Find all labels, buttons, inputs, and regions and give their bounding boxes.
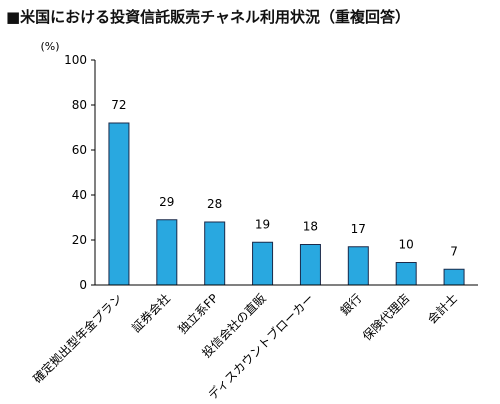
category-label: 独立系FP [175, 291, 221, 337]
data-label: 10 [399, 238, 414, 252]
bar [347, 246, 369, 286]
y-axis-ticks: 0 20 40 60 80 100 [64, 53, 95, 292]
bars [108, 122, 465, 286]
bar [252, 241, 274, 286]
category-label: 確定拠出型年金プラン [30, 291, 125, 386]
bar [204, 221, 226, 286]
category-label: 銀行 [338, 291, 365, 318]
data-labels: 72 29 28 19 18 17 10 7 [111, 98, 458, 258]
y-tick-label: 60 [72, 143, 87, 157]
category-label: 証券会社 [128, 291, 173, 336]
data-label: 18 [303, 220, 318, 234]
bar [156, 219, 178, 286]
y-axis-unit-label: (%) [40, 40, 59, 53]
data-label: 19 [255, 217, 270, 231]
category-label: 保険代理店 [360, 291, 412, 343]
data-label: 72 [111, 98, 126, 112]
bar [299, 244, 321, 286]
bar [395, 262, 417, 286]
y-tick-label: 80 [72, 98, 87, 112]
data-label: 29 [159, 195, 174, 209]
chart-title: ■米国における投資信託販売チャネル利用状況（重複回答） [6, 8, 411, 26]
data-label: 17 [351, 222, 366, 236]
axes [94, 60, 478, 286]
y-tick-label: 40 [72, 188, 87, 202]
data-label: 28 [207, 197, 222, 211]
bar [443, 268, 465, 286]
data-label: 7 [450, 244, 458, 258]
y-tick-label: 20 [72, 233, 87, 247]
y-tick-label: 0 [79, 278, 87, 292]
y-tick-label: 100 [64, 53, 87, 67]
bar [108, 122, 130, 286]
category-label: 会計士 [424, 291, 460, 327]
